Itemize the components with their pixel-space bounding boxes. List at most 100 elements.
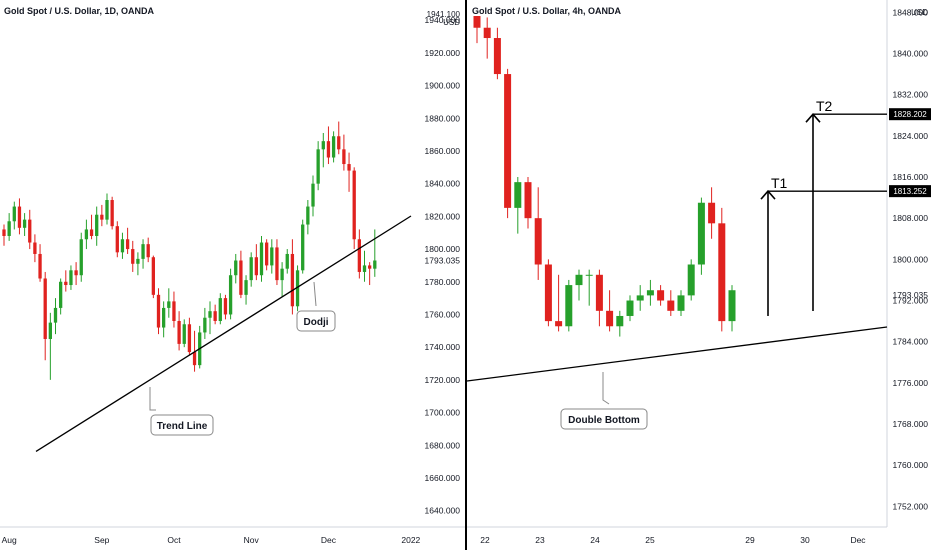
left-y-tick-label: 1780.000 xyxy=(425,277,461,287)
left-candle-body xyxy=(33,242,37,254)
left-candle-body xyxy=(182,324,186,344)
left-candle-body xyxy=(326,141,331,158)
left-candle-body xyxy=(177,321,181,344)
left-candle-body xyxy=(100,214,104,220)
left-candle-body xyxy=(84,229,89,240)
right-candle-body xyxy=(544,264,552,322)
right-candle-body xyxy=(687,264,695,296)
left-candle-body xyxy=(275,247,279,281)
left-candle-body xyxy=(89,229,94,236)
right-chart-title: Gold Spot / U.S. Dollar, 4h, OANDA xyxy=(472,6,622,16)
right-candle-body xyxy=(708,202,716,224)
left-candle-body xyxy=(172,301,176,321)
double-bottom-line xyxy=(466,326,888,382)
right-candle-body xyxy=(534,218,542,265)
left-candle-body xyxy=(357,239,361,272)
left-y-unit: USD xyxy=(443,18,460,27)
left-y-tick-label: 1640.000 xyxy=(425,506,461,516)
left-candle-body xyxy=(254,257,258,276)
left-candle-body xyxy=(203,317,207,333)
left-y-tick-label: 1680.000 xyxy=(425,440,461,450)
left-candle-body xyxy=(301,224,305,271)
right-candle-body xyxy=(565,285,573,327)
left-candle-body xyxy=(337,136,341,150)
right-candle-body xyxy=(555,321,563,327)
left-candle-body xyxy=(74,270,78,276)
right-y-tick-label: 1808.000 xyxy=(893,213,929,223)
left-candle-body xyxy=(244,280,248,295)
right-y-tick-label: 1800.000 xyxy=(893,254,929,264)
right-y-tick-label: 1768.000 xyxy=(893,419,929,429)
left-candle-body xyxy=(162,307,166,328)
trend-line-callout-pointer xyxy=(149,387,156,411)
left-candle-body xyxy=(316,149,320,184)
target-label-t1: T1 xyxy=(771,175,788,191)
right-x-tick-label: 23 xyxy=(535,535,545,545)
right-y-unit: USD xyxy=(911,8,928,17)
left-y-tick-label: 1660.000 xyxy=(425,473,461,483)
left-candle-body xyxy=(265,242,269,266)
left-candle-body xyxy=(213,311,217,321)
right-y-tick-label: 1784.000 xyxy=(893,337,929,347)
left-candle-body xyxy=(28,219,32,243)
right-y-tick-label: 1776.000 xyxy=(893,378,929,388)
left-candle-body xyxy=(43,278,47,339)
left-y-tick-label: 1720.000 xyxy=(425,375,461,385)
right-candle-body xyxy=(626,300,634,316)
right-candle-body xyxy=(575,274,583,286)
left-y-tick-label: 1880.000 xyxy=(425,113,461,123)
left-candle-body xyxy=(167,301,171,308)
left-candle-body xyxy=(79,239,83,276)
right-x-tick-label: 30 xyxy=(800,535,810,545)
left-y-tick-label: 1740.000 xyxy=(425,342,461,352)
left-candle-body xyxy=(295,270,300,307)
price-tag-label: 1828.202 xyxy=(893,110,927,119)
left-candle-body xyxy=(223,298,228,315)
right-candle-body xyxy=(697,202,705,265)
left-x-tick-label: Oct xyxy=(167,535,181,545)
double-bottom-callout-pointer xyxy=(602,372,610,405)
double-bottom-label-box xyxy=(560,408,648,430)
right-candle-body xyxy=(718,223,726,322)
left-candle-body xyxy=(59,281,63,308)
left-candle-body xyxy=(259,242,264,276)
left-y-tick-label: 1900.000 xyxy=(425,81,461,91)
left-y-tick-label: 1840.000 xyxy=(425,179,461,189)
right-x-tick-label: 25 xyxy=(645,535,655,545)
left-candle-body xyxy=(156,294,161,328)
left-chart-title: Gold Spot / U.S. Dollar, 1D, OANDA xyxy=(4,6,155,16)
left-candle-body xyxy=(331,136,336,158)
right-y-tick-label: 1840.000 xyxy=(893,48,929,58)
left-candle-body xyxy=(306,206,310,225)
left-candle-body xyxy=(22,219,27,228)
right-candle-body xyxy=(728,290,736,322)
left-candle-body xyxy=(105,200,109,220)
left-y-tick-label: 1793.035 xyxy=(425,255,461,265)
left-candle-body xyxy=(373,260,377,269)
right-candle-body xyxy=(616,315,624,327)
left-y-tick-label: 1920.000 xyxy=(425,48,461,58)
right-y-tick-label: 1760.000 xyxy=(893,460,929,470)
daily-chart-panel: 1940.000 1920.000 1900.000 1880.000 1860.000… xyxy=(0,10,465,545)
left-y-tick-label: 1700.000 xyxy=(425,408,461,418)
left-candle-body xyxy=(69,270,73,286)
right-candle-body xyxy=(646,290,654,296)
trend-line xyxy=(35,215,412,452)
right-candle-body xyxy=(524,182,532,219)
left-candle-body xyxy=(131,249,135,264)
right-candle-body xyxy=(514,182,522,208)
left-y-top-value: 1941.100 xyxy=(427,10,461,19)
right-y-tick-label: 1792.000 xyxy=(893,296,929,306)
right-candle-body xyxy=(667,300,675,311)
left-candle-body xyxy=(239,260,243,295)
left-candle-body xyxy=(125,239,130,250)
left-candle-body xyxy=(187,324,192,353)
left-candle-body xyxy=(64,281,68,286)
left-candle-body xyxy=(38,253,42,279)
left-y-tick-label: 1860.000 xyxy=(425,146,461,156)
left-candle-body xyxy=(192,352,197,366)
right-y-tick-label: 1793.035 xyxy=(893,290,929,300)
dodji-callout-pointer xyxy=(313,281,317,307)
left-x-tick-label: Nov xyxy=(244,535,260,545)
left-x-tick-label: 2022 xyxy=(401,535,420,545)
